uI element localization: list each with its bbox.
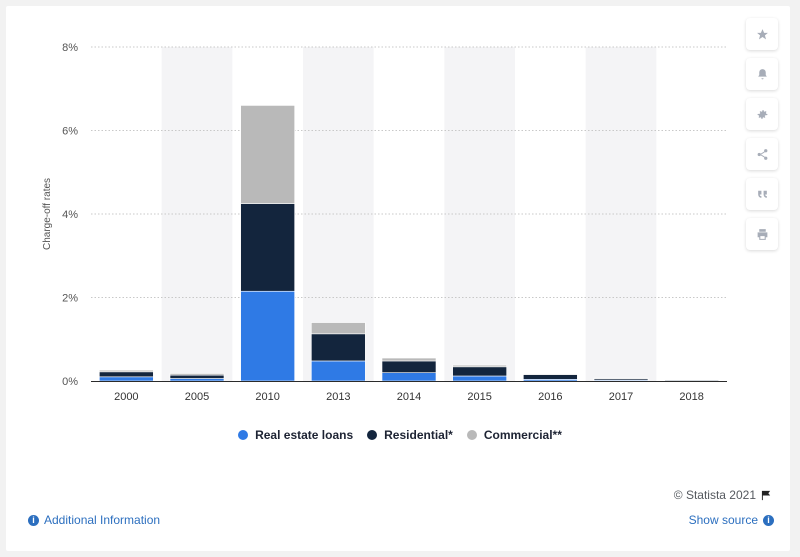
legend-item[interactable]: Commercial**	[466, 428, 562, 442]
share-icon	[757, 148, 767, 160]
favorite-button[interactable]	[746, 18, 778, 50]
bar-segment-commercial[interactable]	[593, 377, 649, 380]
bar-segment-realestateloans[interactable]	[452, 375, 507, 382]
x-tick-label: 2015	[467, 391, 491, 403]
legend-item[interactable]: Real estate loans	[238, 428, 353, 442]
info-icon: i	[763, 514, 774, 526]
bar-segment-commercial[interactable]	[99, 369, 154, 373]
x-tick-label: 2000	[114, 391, 138, 403]
bar-segment-realestateloans[interactable]	[99, 376, 154, 382]
bar-segment-residential[interactable]	[240, 203, 295, 292]
statista-credit[interactable]: © Statista 2021	[674, 488, 772, 502]
y-axis-label: Charge-off rates	[42, 178, 53, 250]
show-source-label: Show source	[688, 513, 758, 527]
info-icon: i	[28, 514, 39, 526]
legend-label: Real estate loans	[255, 428, 354, 442]
x-tick-label: 2016	[538, 391, 562, 403]
show-source-link[interactable]: Show source i	[689, 513, 774, 527]
bar-segment-commercial[interactable]	[523, 373, 578, 376]
chart-card	[6, 6, 790, 551]
bar-segment-realestateloans[interactable]	[169, 378, 225, 382]
bell-icon	[757, 68, 767, 79]
x-tick-label: 2013	[326, 391, 350, 403]
share-button[interactable]	[746, 138, 778, 170]
x-tick-label: 2010	[255, 391, 279, 403]
bar-segment-commercial[interactable]	[311, 322, 366, 335]
gear-icon	[757, 109, 767, 119]
legend-marker	[238, 430, 249, 440]
legend: Real estate loans Residential* Commercial*…	[0, 428, 800, 442]
bar-segment-residential[interactable]	[381, 360, 437, 373]
legend-label: Residential*	[384, 428, 453, 442]
additional-information-label: Additional Information	[44, 513, 161, 527]
y-tick-label: 6%	[62, 126, 78, 138]
bar-segment-commercial[interactable]	[381, 357, 437, 362]
bar-segment-commercial[interactable]	[240, 105, 295, 204]
legend-marker	[367, 430, 378, 440]
quote-icon	[757, 190, 767, 198]
print-icon	[757, 228, 767, 240]
bar-segment-commercial[interactable]	[452, 364, 507, 368]
additional-information-link[interactable]: i Additional Information	[28, 513, 160, 527]
star-icon	[756, 28, 768, 39]
y-tick-label: 2%	[62, 293, 78, 305]
y-tick-label: 4%	[62, 209, 78, 221]
bar-segment-realestateloans[interactable]	[240, 290, 295, 382]
credit-text: © Statista 2021	[673, 488, 756, 502]
toolbar	[746, 18, 778, 250]
bar-segment-residential[interactable]	[452, 366, 507, 377]
x-tick-label: 2018	[679, 391, 703, 403]
bar-segment-realestateloans[interactable]	[381, 372, 437, 382]
x-tick-label: 2005	[185, 391, 209, 403]
bar-segment-commercial[interactable]	[169, 373, 225, 376]
cite-button[interactable]	[746, 178, 778, 210]
notification-button[interactable]	[746, 58, 778, 90]
y-tick-label: 0%	[62, 376, 78, 388]
legend-marker	[466, 430, 477, 440]
chart: 0% 2% 4% 6% 8% 2000 2005 2010 2013 2014 2015 2016 2…	[42, 42, 727, 403]
bar-segment-residential[interactable]	[664, 379, 719, 382]
x-tick-label: 2017	[609, 391, 633, 403]
legend-label: Commercial**	[483, 428, 562, 442]
x-tick-label: 2014	[397, 391, 421, 403]
y-tick-label: 8%	[62, 42, 78, 54]
flag-icon	[761, 490, 771, 500]
bar-segment-residential[interactable]	[99, 371, 154, 378]
print-button[interactable]	[746, 218, 778, 250]
bar-segment-residential[interactable]	[523, 374, 578, 380]
legend-item[interactable]: Residential*	[367, 428, 453, 442]
bar-segment-realestateloans[interactable]	[311, 360, 366, 382]
settings-button[interactable]	[746, 98, 778, 130]
bar-segment-residential[interactable]	[311, 333, 366, 362]
bar-segment-residential[interactable]	[169, 374, 225, 379]
